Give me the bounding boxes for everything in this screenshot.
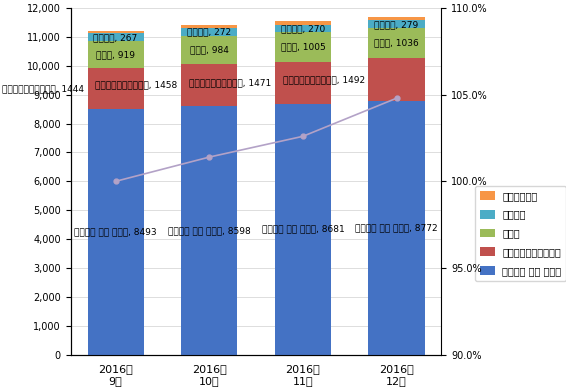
Text: タイムズ カー プラス, 8598: タイムズ カー プラス, 8598: [168, 226, 251, 235]
Text: カリテコ, 270: カリテコ, 270: [281, 24, 325, 33]
Bar: [275, 32, 331, 62]
Text: カレコ, 1036: カレコ, 1036: [374, 39, 419, 48]
Bar: [181, 36, 237, 64]
Bar: [181, 64, 237, 106]
Text: タイムズ カー プラス, 8772: タイムズ カー プラス, 8772: [355, 223, 438, 232]
Bar: [368, 28, 424, 58]
Bar: [88, 109, 144, 355]
Text: カレコ, 1005: カレコ, 1005: [281, 43, 325, 51]
Text: オリックスカーシェア, 1458: オリックスカーシェア, 1458: [95, 81, 177, 90]
Bar: [275, 25, 331, 32]
Bar: [181, 28, 237, 36]
Bar: [88, 41, 144, 68]
Text: タイムズ カー プラス, 8493: タイムズ カー プラス, 8493: [74, 227, 157, 236]
Bar: [368, 20, 424, 28]
Bar: [88, 68, 144, 109]
Bar: [88, 34, 144, 41]
Legend: アース・カー, カリテコ, カレコ, オリックスカーシェア, タイムズ カー プラス: アース・カー, カリテコ, カレコ, オリックスカーシェア, タイムズ カー プ…: [475, 186, 566, 281]
Bar: [275, 104, 331, 355]
Text: タイムズ カー プラス, 8681: タイムズ カー プラス, 8681: [261, 225, 344, 234]
Text: オリックスカーシェア, 1444: オリックスカーシェア, 1444: [2, 84, 84, 93]
Bar: [181, 106, 237, 355]
Bar: [275, 21, 331, 25]
Bar: [88, 30, 144, 34]
Text: カレコ, 984: カレコ, 984: [190, 46, 229, 55]
Bar: [181, 25, 237, 28]
Text: オリックスカーシェア, 1471: オリックスカーシェア, 1471: [189, 78, 271, 87]
Bar: [368, 17, 424, 20]
Bar: [368, 101, 424, 355]
Text: カレコ, 919: カレコ, 919: [96, 50, 135, 59]
Text: オリックスカーシェア, 1492: オリックスカーシェア, 1492: [282, 75, 365, 84]
Text: カリテコ, 272: カリテコ, 272: [187, 27, 231, 36]
Text: カリテコ, 267: カリテコ, 267: [93, 33, 138, 42]
Bar: [275, 62, 331, 104]
Text: カリテコ, 279: カリテコ, 279: [374, 20, 419, 29]
Bar: [368, 58, 424, 101]
